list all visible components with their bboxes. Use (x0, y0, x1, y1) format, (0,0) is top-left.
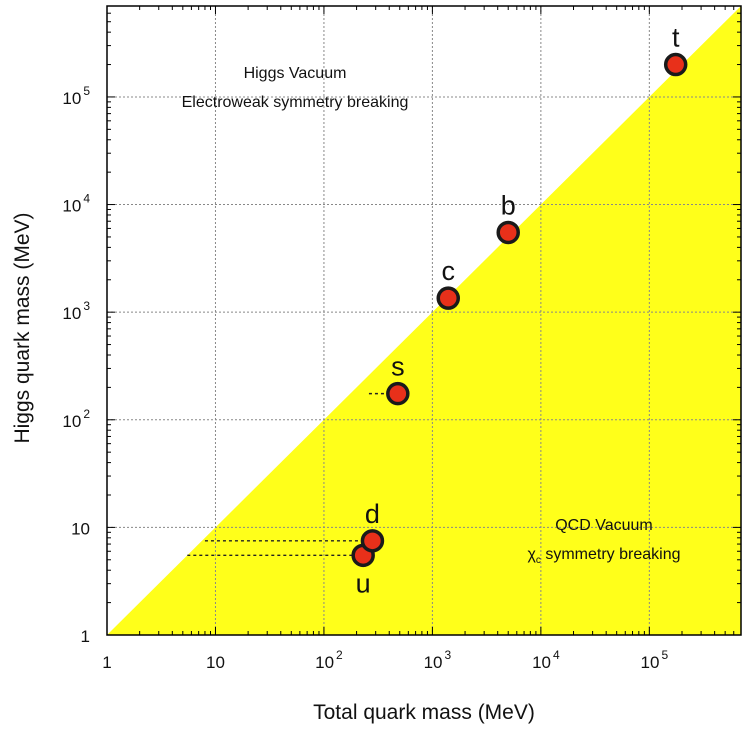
x-tick-label: 10 (206, 653, 225, 672)
quark-label-c: c (442, 256, 456, 286)
higgs-vacuum-label-line-2: Electroweak symmetry breaking (182, 94, 409, 111)
qcd-vacuum-region-layer (107, 6, 741, 635)
y-tick-label: 1 (81, 627, 90, 646)
quark-label-s: s (391, 352, 405, 382)
y-tick-label: 10 5 (62, 84, 90, 108)
quark-point-t (663, 52, 688, 77)
qcd-vacuum-region (107, 6, 741, 635)
quark-point-c (436, 286, 461, 310)
x-tick-label: 10 3 (424, 648, 452, 672)
x-tick-label: 1 (102, 653, 111, 672)
y-axis-title: Higgs quark mass (MeV) (11, 212, 34, 443)
y-tick-label: 10 4 (62, 192, 90, 216)
points-layer (351, 52, 688, 568)
quark-point-b (496, 220, 520, 245)
axes-frame-layer (106, 5, 742, 636)
x-tick-label: 10 4 (532, 648, 560, 672)
quark-label-u: u (356, 568, 371, 598)
quark-label-b: b (501, 190, 516, 220)
qcd-vacuum-label-line-1: QCD Vacuum (555, 517, 653, 534)
quark-label-t: t (672, 23, 680, 53)
y-tick-label: 10 (71, 519, 90, 538)
x-tick-label: 10 5 (641, 648, 669, 672)
y-tick-label: 10 2 (62, 407, 90, 431)
higgs-vacuum-label-line-1: Higgs Vacuum (244, 65, 347, 82)
quark-point-d (360, 529, 385, 553)
quark-label-d: d (365, 499, 380, 529)
axes-frame (106, 5, 742, 636)
x-tick-label: 10 2 (315, 648, 343, 672)
grid-layer (107, 6, 741, 635)
x-axis-title: Total quark mass (MeV) (313, 701, 535, 724)
y-tick-label: 10 3 (62, 299, 90, 323)
quark-point-s (386, 381, 410, 406)
qcd-vacuum-label-line-2: χc symmetry breaking (528, 546, 681, 566)
